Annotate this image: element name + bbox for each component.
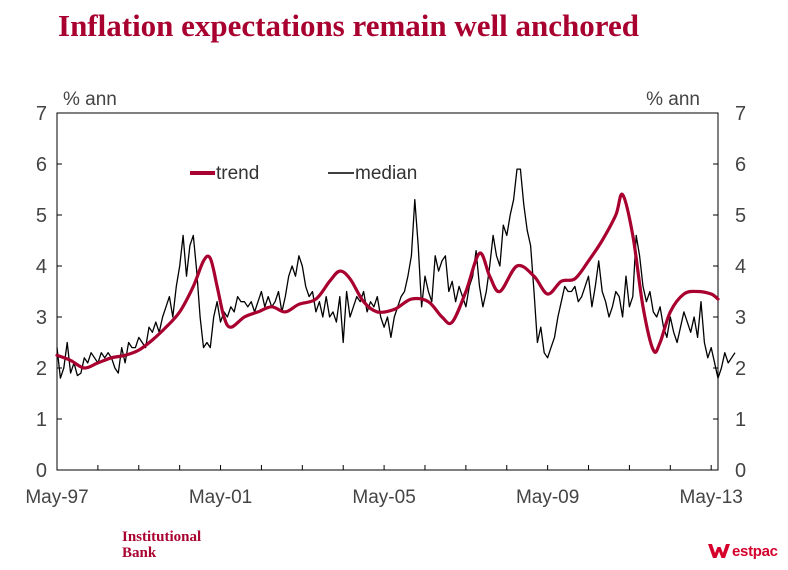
legend-label-median: median — [355, 163, 417, 184]
westpac-wordmark: estpac — [732, 542, 778, 560]
y-axis-label-right: % ann — [646, 89, 700, 110]
y-tick-label-left: 2 — [36, 358, 47, 380]
institutional-bank-logo: Institutional Bank — [122, 529, 201, 561]
y-tick-label-right: 0 — [735, 460, 746, 482]
x-tick-label: May-13 — [680, 487, 743, 508]
brand-line-1: Institutional — [122, 529, 202, 545]
y-tick-label-left: 0 — [36, 460, 47, 482]
westpac-logo: estpac — [708, 541, 778, 561]
x-tick-label: May-09 — [516, 487, 579, 508]
x-tick-label: May-97 — [25, 487, 88, 508]
median-line — [56, 168, 736, 379]
y-tick-label-right: 2 — [735, 358, 746, 380]
axes — [56, 112, 719, 471]
trend-line — [55, 192, 720, 370]
y-tick-label-right: 3 — [735, 307, 746, 329]
y-tick-label-left: 1 — [36, 409, 47, 431]
y-tick-label-right: 5 — [735, 205, 746, 227]
series-lines — [55, 168, 736, 379]
brand-line-2: Bank — [122, 545, 157, 561]
legend: trend median — [190, 163, 417, 184]
y-tick-label-right: 1 — [735, 409, 746, 431]
axis-labels: 0 0 1 1 2 2 3 3 4 4 5 5 6 6 7 7 May-97 May-01 May-05 May-09… — [25, 89, 746, 508]
y-tick-label-right: 7 — [735, 103, 746, 125]
plot-frame — [56, 112, 719, 471]
y-tick-label-left: 7 — [36, 103, 47, 125]
y-axis-label-left: % ann — [63, 89, 117, 110]
chart-title: Inflation expectations remain well ancho… — [58, 8, 639, 43]
y-tick-label-left: 3 — [36, 307, 47, 329]
legend-label-trend: trend — [216, 163, 259, 184]
y-tick-label-right: 6 — [735, 154, 746, 176]
y-tick-label-left: 5 — [36, 205, 47, 227]
y-tick-label-right: 4 — [735, 256, 746, 278]
y-tick-label-left: 6 — [36, 154, 47, 176]
x-tick-label: May-01 — [189, 487, 252, 508]
westpac-w-logo-icon — [708, 544, 730, 558]
x-tick-label: May-05 — [352, 487, 415, 508]
y-tick-label-left: 4 — [36, 256, 47, 278]
